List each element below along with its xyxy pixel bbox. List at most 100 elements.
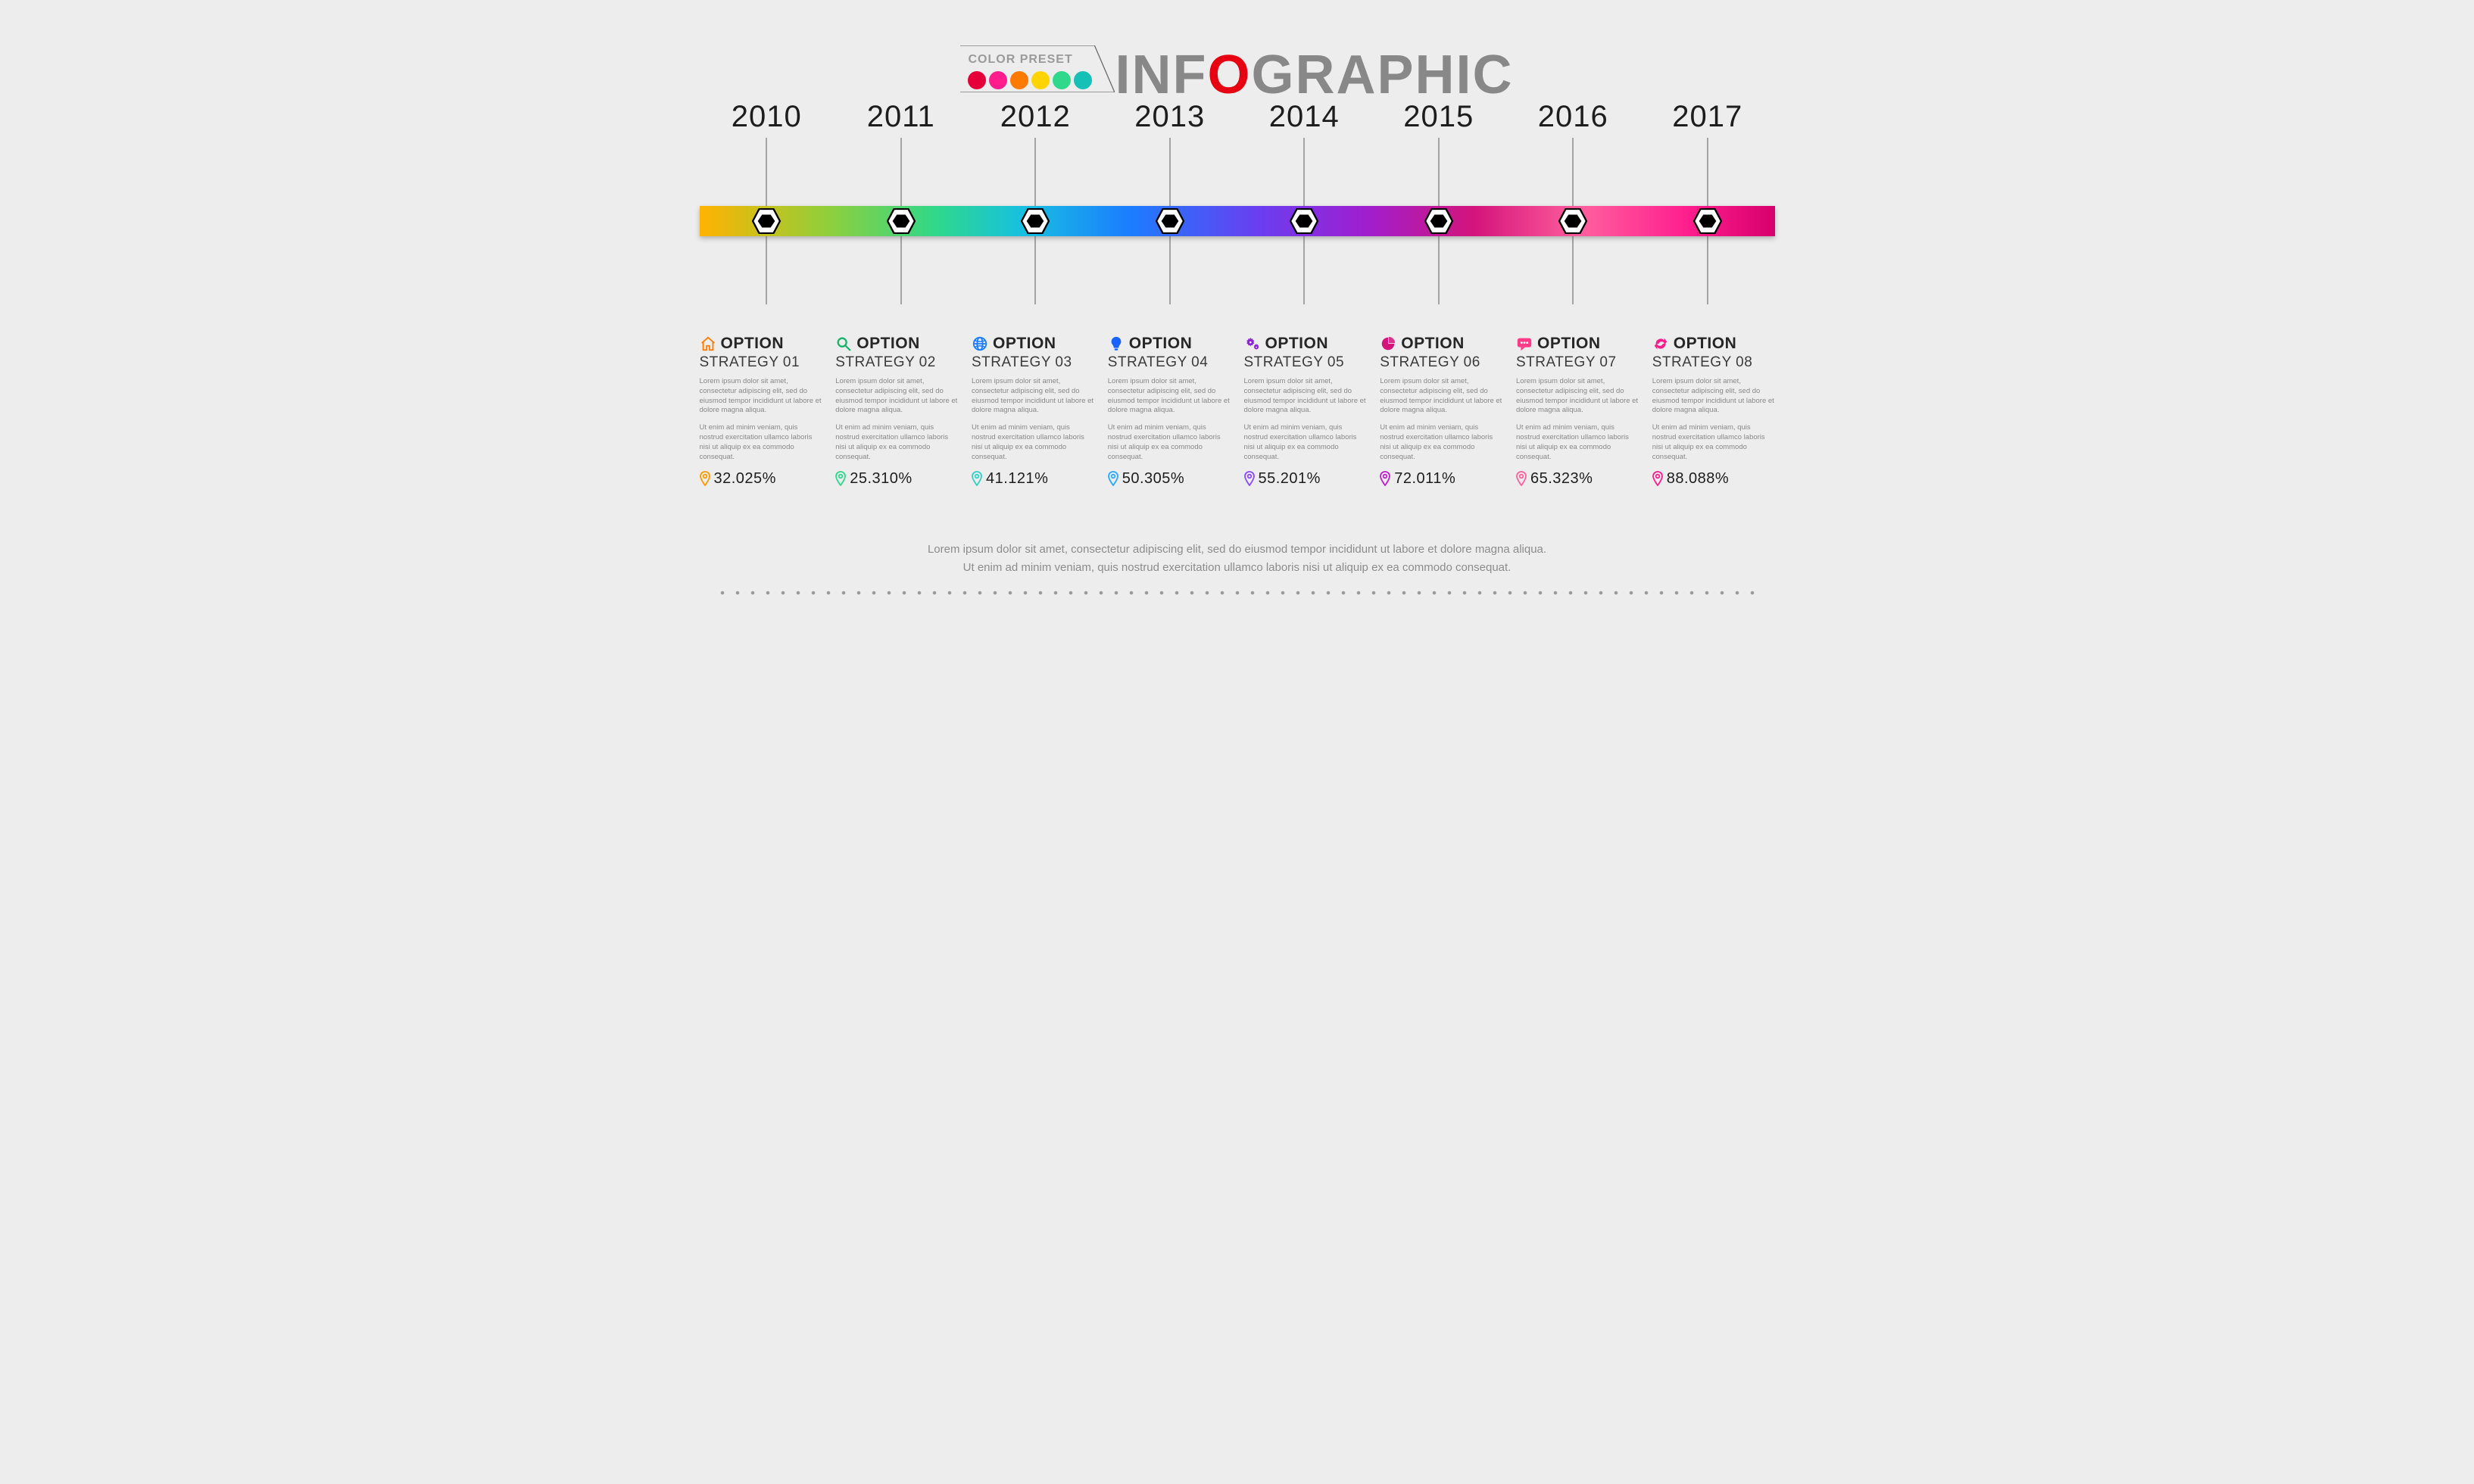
- timeline-marker: 2012: [969, 206, 1103, 236]
- body-paragraph-1: Lorem ipsum dolor sit amet, consectetur …: [1380, 377, 1502, 416]
- hex-marker-icon: [1693, 208, 1722, 234]
- body-paragraph-2: Ut enim ad minim veniam, quis nostrud ex…: [1108, 423, 1231, 462]
- pin-icon: [1108, 471, 1118, 486]
- color-swatches: [968, 71, 1092, 89]
- option-label: OPTION: [856, 335, 920, 353]
- cards-row: OPTION STRATEGY 01 Lorem ipsum dolor sit…: [669, 335, 1805, 488]
- chat-icon: [1516, 335, 1533, 352]
- body-paragraph-2: Ut enim ad minim veniam, quis nostrud ex…: [700, 423, 822, 462]
- body-paragraph-2: Ut enim ad minim veniam, quis nostrud ex…: [972, 423, 1094, 462]
- strategy-label: STRATEGY 06: [1380, 354, 1502, 371]
- option-label: OPTION: [1265, 335, 1329, 353]
- hex-marker-icon: [1290, 208, 1318, 234]
- stem-top: [900, 138, 901, 206]
- stem-bottom: [1707, 236, 1708, 304]
- timeline-marker: 2013: [1103, 206, 1237, 236]
- pin-icon: [1244, 471, 1255, 486]
- year-label: 2010: [732, 100, 802, 134]
- stem-top: [1169, 138, 1170, 206]
- stem-top: [1304, 138, 1305, 206]
- title-accent: O: [1207, 45, 1251, 105]
- strategy-label: STRATEGY 05: [1244, 354, 1367, 371]
- swatch-3: [1010, 71, 1028, 89]
- year-label: 2014: [1269, 100, 1340, 134]
- strategy-label: STRATEGY 03: [972, 354, 1094, 371]
- timeline-marker: 2016: [1506, 206, 1641, 236]
- refresh-icon: [1652, 335, 1669, 352]
- stem-bottom: [1035, 236, 1036, 304]
- body-paragraph-1: Lorem ipsum dolor sit amet, consectetur …: [972, 377, 1094, 416]
- body-paragraph-1: Lorem ipsum dolor sit amet, consectetur …: [700, 377, 822, 416]
- strategy-card: OPTION STRATEGY 02 Lorem ipsum dolor sit…: [835, 335, 958, 488]
- preset-label: COLOR PRESET: [968, 53, 1092, 67]
- main-title: INFOGRAPHIC: [1115, 51, 1513, 100]
- hex-marker-icon: [1558, 208, 1587, 234]
- hex-marker-icon: [1424, 208, 1453, 234]
- hex-marker-icon: [1021, 208, 1050, 234]
- timeline-marker: 2014: [1237, 206, 1372, 236]
- timeline-marker: 2010: [700, 206, 835, 236]
- footer-text: Lorem ipsum dolor sit amet, consectetur …: [840, 541, 1635, 577]
- pin-icon: [972, 471, 982, 486]
- body-paragraph-2: Ut enim ad minim veniam, quis nostrud ex…: [1652, 423, 1775, 462]
- stem-top: [1438, 138, 1439, 206]
- body-paragraph-1: Lorem ipsum dolor sit amet, consectetur …: [1108, 377, 1231, 416]
- search-icon: [835, 335, 852, 352]
- percent-value: 55.201%: [1259, 470, 1321, 488]
- strategy-card: OPTION STRATEGY 08 Lorem ipsum dolor sit…: [1652, 335, 1775, 488]
- strategy-card: OPTION STRATEGY 05 Lorem ipsum dolor sit…: [1244, 335, 1367, 488]
- hex-marker-icon: [1156, 208, 1184, 234]
- pin-icon: [1516, 471, 1527, 486]
- dotted-divider: [715, 591, 1760, 595]
- strategy-label: STRATEGY 04: [1108, 354, 1231, 371]
- swatch-1: [968, 71, 986, 89]
- stem-bottom: [900, 236, 901, 304]
- hex-marker-icon: [887, 208, 916, 234]
- title-left: INF: [1115, 45, 1207, 105]
- body-paragraph-1: Lorem ipsum dolor sit amet, consectetur …: [1516, 377, 1639, 416]
- timeline-marker: 2011: [834, 206, 969, 236]
- strategy-label: STRATEGY 07: [1516, 354, 1639, 371]
- option-label: OPTION: [1537, 335, 1601, 353]
- hex-marker-icon: [752, 208, 781, 234]
- strategy-card: OPTION STRATEGY 01 Lorem ipsum dolor sit…: [700, 335, 822, 488]
- stem-top: [1707, 138, 1708, 206]
- body-paragraph-1: Lorem ipsum dolor sit amet, consectetur …: [1244, 377, 1367, 416]
- strategy-card: OPTION STRATEGY 04 Lorem ipsum dolor sit…: [1108, 335, 1231, 488]
- gears-icon: [1244, 335, 1261, 352]
- timeline-marker: 2015: [1371, 206, 1506, 236]
- percent-value: 25.310%: [850, 470, 912, 488]
- header: COLOR PRESET INFOGRAPHIC: [669, 45, 1805, 100]
- strategy-card: OPTION STRATEGY 03 Lorem ipsum dolor sit…: [972, 335, 1094, 488]
- home-icon: [700, 335, 716, 352]
- title-right: GRAPHIC: [1251, 45, 1513, 105]
- pie-icon: [1380, 335, 1396, 352]
- option-label: OPTION: [1401, 335, 1465, 353]
- body-paragraph-2: Ut enim ad minim veniam, quis nostrud ex…: [1516, 423, 1639, 462]
- year-label: 2017: [1672, 100, 1742, 134]
- timeline-markers: 2010 2011 2012 2013 2014 2015: [700, 206, 1775, 236]
- percent-value: 32.025%: [714, 470, 776, 488]
- footer-line-1: Lorem ipsum dolor sit amet, consectetur …: [855, 541, 1620, 559]
- pin-icon: [1380, 471, 1390, 486]
- percent-value: 41.121%: [986, 470, 1048, 488]
- strategy-label: STRATEGY 08: [1652, 354, 1775, 371]
- stem-bottom: [766, 236, 767, 304]
- pin-icon: [700, 471, 710, 486]
- year-label: 2015: [1403, 100, 1474, 134]
- stem-bottom: [1438, 236, 1439, 304]
- strategy-label: STRATEGY 01: [700, 354, 822, 371]
- stem-top: [1573, 138, 1574, 206]
- year-label: 2013: [1134, 100, 1205, 134]
- pin-icon: [835, 471, 846, 486]
- stem-bottom: [1169, 236, 1170, 304]
- percent-value: 50.305%: [1122, 470, 1184, 488]
- percent-value: 65.323%: [1530, 470, 1593, 488]
- body-paragraph-2: Ut enim ad minim veniam, quis nostrud ex…: [835, 423, 958, 462]
- swatch-2: [989, 71, 1007, 89]
- body-paragraph-2: Ut enim ad minim veniam, quis nostrud ex…: [1244, 423, 1367, 462]
- body-paragraph-1: Lorem ipsum dolor sit amet, consectetur …: [1652, 377, 1775, 416]
- percent-value: 72.011%: [1394, 470, 1455, 488]
- option-label: OPTION: [721, 335, 785, 353]
- strategy-card: OPTION STRATEGY 06 Lorem ipsum dolor sit…: [1380, 335, 1502, 488]
